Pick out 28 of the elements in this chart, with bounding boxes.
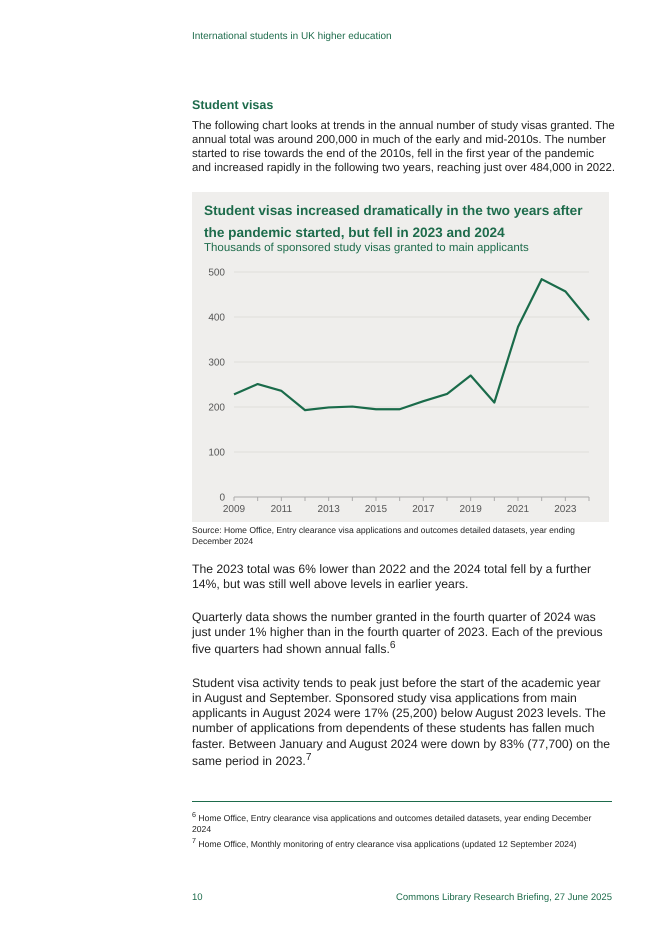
x-tick-label: 2023: [554, 504, 577, 515]
text: The following chart looks at trends in the annual number of study visas granted. The annual total was around 200,000 in much of the early and mid-2010s. The number started to rise towards the end of the 2010s, fell in the first year of the pandemic and increased rapidly in the following two years, reaching just over 484,000 in 2022.: [192, 119, 616, 176]
text: $^{6}$ Home Office, Entry clearance visa applications and outcomes detailed datasets, year ending December 2024: [192, 811, 592, 834]
x-tick-label: 2009: [222, 504, 246, 515]
chart-title: Student visas increased dramatically in the two years after the pandemic started, but fell in 2023 and 2024: [204, 203, 583, 240]
source-note: Source: Home Office, Entry clearance visa applications and outcomes detailed datasets, year ending December 2024: [192, 525, 576, 546]
text: Quarterly data shows the number granted in the fourth quarter of 2024 was just under 1% higher than in the fourth quarter of 2023. Each of the previous five quarters had shown annual falls.$^{6}$: [192, 610, 604, 658]
text: 10: [192, 892, 204, 904]
y-tick-label: 300: [208, 358, 226, 368]
y-tick-label: 0: [219, 492, 226, 504]
x-tick-label: 2011: [270, 504, 293, 515]
text: Student visas: [192, 98, 274, 114]
y-tick-label: 100: [208, 448, 226, 458]
text: $^{7}$ Home Office, Monthly monitoring of entry clearance visa applications (updated 12 September 2024): [192, 837, 578, 850]
text: The 2023 total was 6% lower than 2022 and the 2024 total fell by a further 14%, but was still well above levels in earlier years.: [192, 562, 592, 592]
line-series: [232, 278, 590, 412]
y-tick-label: 500: [208, 268, 226, 278]
x-tick-label: 2015: [364, 504, 388, 515]
text: International students in UK higher education: [192, 31, 393, 44]
y-tick-label: 200: [208, 402, 226, 414]
x-tick-label: 2019: [460, 504, 482, 515]
y-tick-label: 400: [208, 312, 226, 324]
x-tick-label: 2013: [318, 504, 340, 515]
text: Commons Library Research Briefing, 27 June 2025: [395, 892, 612, 904]
x-tick-label: 2021: [506, 504, 530, 515]
text: Student visa activity tends to peak just before the start of the academic year in August and September. Sponsored study visa applications from main applicants in August 2024 were 17% (25,200) below August 2023 levels. The number of applications from dependents of these students has fallen much faster. Between January and August 2024 were down by 83% (77,700) on the same period in 2023.$^{7}$: [192, 676, 612, 769]
chart-subtitle: Thousands of sponsored study visas granted to main applicants: [204, 242, 530, 254]
x-tick-label: 2017: [412, 504, 435, 515]
